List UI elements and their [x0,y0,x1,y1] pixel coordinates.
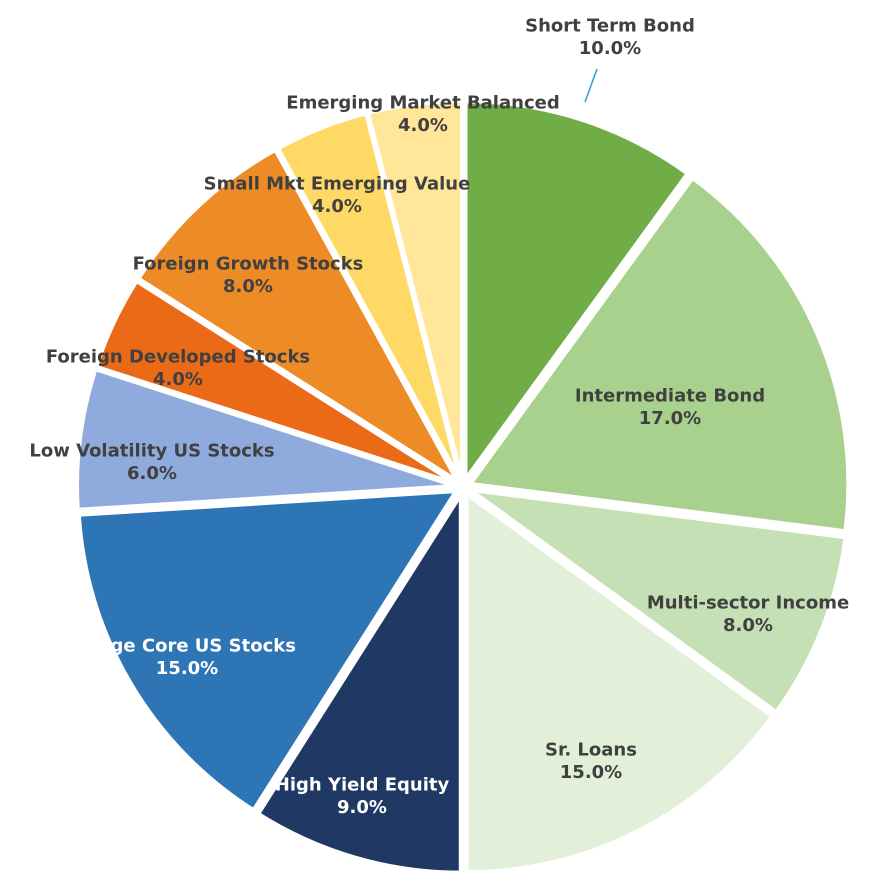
data-label-large-core-us-stocks: Large Core US Stocks 15.0% [78,635,296,679]
data-label-multi-sector-income: Multi-sector Income 8.0% [647,592,849,636]
slice-label-value: 15.0% [560,762,622,783]
slice-label-name: High Yield Equity [275,774,450,795]
slice-foreign-growth-stocks [135,147,460,483]
slice-label-name: Foreign Developed Stocks [46,346,310,367]
slice-label-name: Low Volatility US Stocks [29,440,274,461]
slice-label-value: 8.0% [723,615,773,636]
slice-sr-loans [464,490,776,875]
slice-label-name: Multi-sector Income [647,592,849,613]
slice-short-term-bond [463,99,691,486]
slice-label-value: 10.0% [579,38,641,59]
data-label-small-mkt-emerging-value: Small Mkt Emerging Value 4.0% [204,173,471,217]
data-label-intermediate-bond: Intermediate Bond 17.0% [575,385,765,429]
data-label-high-yield-equity: High Yield Equity 9.0% [275,774,450,818]
slice-large-core-us-stocks [76,488,460,813]
slice-label-name: Sr. Loans [545,739,637,760]
leader-lines [584,68,598,103]
data-label-short-term-bond: Short Term Bond 10.0% [525,15,695,59]
slice-label-value: 4.0% [312,196,362,217]
data-labels: Short Term Bond 10.0% Intermediate Bond 17.… [29,15,849,818]
slice-label-value: 4.0% [398,115,448,136]
data-label-foreign-developed-stocks: Foreign Developed Stocks 4.0% [46,346,310,390]
data-label-foreign-growth-stocks: Foreign Growth Stocks 8.0% [133,253,364,297]
data-label-sr-loans: Sr. Loans 15.0% [545,739,637,783]
slice-label-value: 4.0% [153,369,203,390]
slice-label-name: Small Mkt Emerging Value [204,173,471,194]
data-label-emerging-market-balanced: Emerging Market Balanced 4.0% [286,92,559,135]
slice-small-mkt-emerging-value [275,111,462,481]
data-label-low-volatility-us-stocks: Low Volatility US Stocks 6.0% [29,440,274,484]
leader-line-short-term-bond [584,68,598,103]
slice-emerging-market-balanced [365,99,464,480]
slice-label-value: 17.0% [639,408,701,429]
slice-multi-sector-income [469,487,848,715]
slice-label-name: Foreign Growth Stocks [133,253,364,274]
slice-label-value: 9.0% [337,797,387,818]
slice-label-name: Emerging Market Balanced [286,92,559,113]
slice-label-value: 8.0% [223,276,273,297]
slice-label-name: Intermediate Bond [575,385,765,406]
slice-label-name: Short Term Bond [525,15,695,36]
slice-foreign-developed-stocks [93,278,457,486]
slice-label-value: 6.0% [127,463,177,484]
slice-low-volatility-us-stocks [75,366,456,512]
slice-label-name: Large Core US Stocks [78,635,296,656]
pie-slices [75,99,851,875]
slice-high-yield-equity [255,487,463,875]
slice-intermediate-bond [466,175,851,534]
slice-label-value: 15.0% [156,658,218,679]
